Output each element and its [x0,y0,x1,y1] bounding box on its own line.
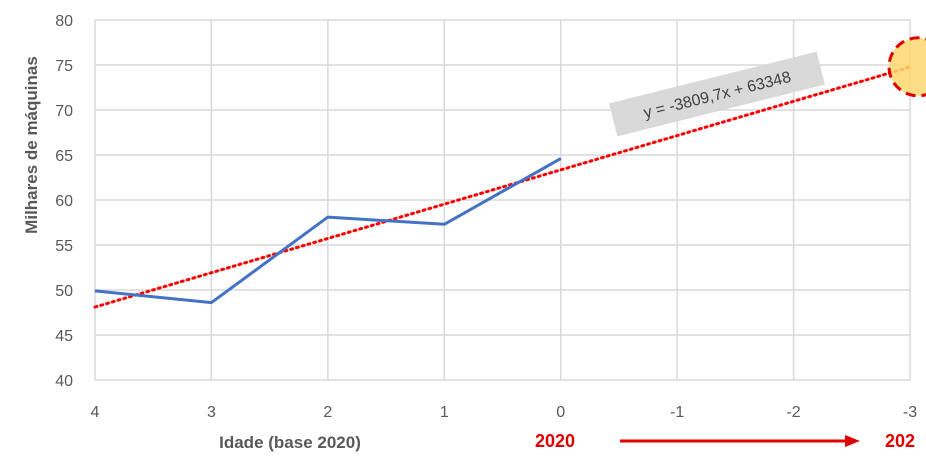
y-tick-label: 45 [55,328,73,345]
x-tick-label: -2 [786,404,800,421]
data-point [327,216,329,218]
data-point [210,302,212,304]
start-year-label: 2020 [535,431,575,451]
x-tick-label: 3 [207,404,216,421]
data-point [94,290,96,292]
y-tick-label: 65 [55,148,73,165]
end-year-label: 202 [885,431,915,451]
y-tick-label: 40 [55,373,73,390]
series-group [94,157,562,305]
y-tick-label: 75 [55,58,73,75]
data-point [560,158,562,160]
x-tick-label: 4 [91,404,100,421]
y-tick-label: 70 [55,103,73,120]
x-axis-title: Idade (base 2020) [219,433,361,452]
x-tick-label: 2 [323,404,332,421]
x-tick-label: -1 [670,404,684,421]
y-tick-label: 50 [55,283,73,300]
tick-labels: 40 45 50 55 60 65 70 75 80 4 3 2 1 0 -1 -2 -3 [55,13,917,421]
data-point [443,223,445,225]
trendline [93,65,912,309]
trendline-equation-background [609,51,825,137]
trendline-group [93,65,912,309]
x-tick-label: -3 [903,404,917,421]
y-tick-label: 55 [55,238,73,255]
y-tick-label: 60 [55,193,73,210]
timeline-arrow-head [845,435,860,447]
y-tick-label: 80 [55,13,73,30]
x-tick-label: 0 [556,404,565,421]
projection-highlight-marker [887,36,926,98]
x-tick-label: 1 [440,404,449,421]
y-axis-title: Milhares de máquinas [22,56,41,234]
